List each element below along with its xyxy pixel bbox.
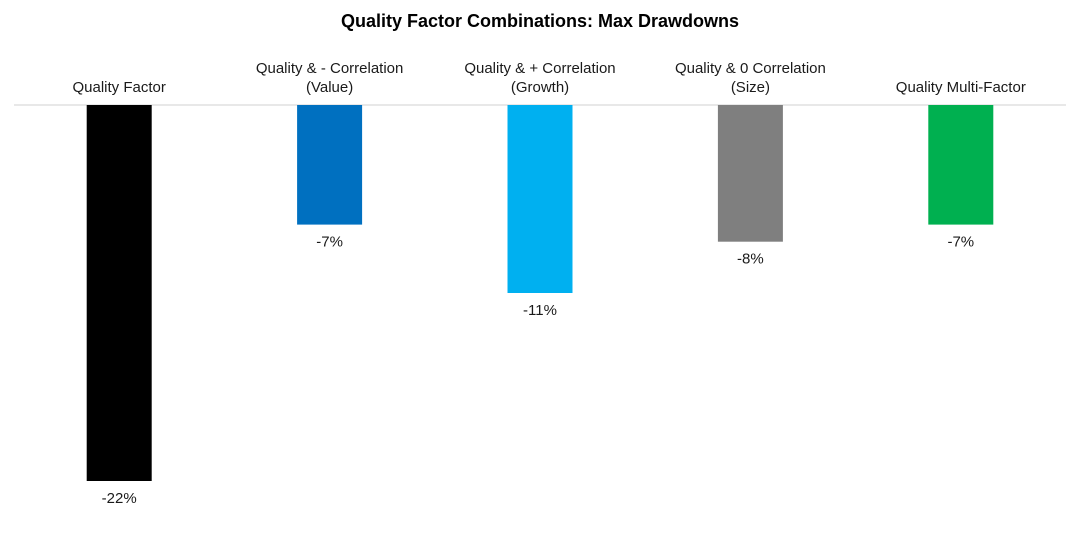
category-label-3-line-1: (Size) bbox=[731, 79, 770, 96]
chart-title: Quality Factor Combinations: Max Drawdow… bbox=[341, 11, 739, 31]
category-label-1-line-0: Quality & - Correlation bbox=[256, 60, 404, 77]
category-label-4-line-0: Quality Multi-Factor bbox=[896, 79, 1026, 96]
data-label-1: -7% bbox=[316, 234, 343, 251]
data-label-0: -22% bbox=[102, 490, 137, 507]
data-label-2: -11% bbox=[523, 302, 557, 319]
bars-group bbox=[86, 105, 994, 481]
bar-0 bbox=[86, 105, 152, 481]
data-labels-group: -22% -7% -11% -8% -7% bbox=[102, 234, 974, 507]
data-label-3: -8% bbox=[737, 251, 764, 268]
category-label-0-line-0: Quality Factor bbox=[73, 79, 166, 96]
bar-3 bbox=[717, 105, 783, 242]
bar-2 bbox=[507, 105, 573, 293]
category-label-2-line-0: Quality & + Correlation bbox=[464, 60, 615, 77]
bar-1 bbox=[297, 105, 363, 225]
category-label-2-line-1: (Growth) bbox=[511, 79, 569, 96]
bar-4 bbox=[928, 105, 994, 225]
category-labels-group: Quality Factor Quality & - Correlation (Va… bbox=[73, 60, 1026, 96]
data-label-4: -7% bbox=[947, 234, 974, 251]
category-label-1-line-1: (Value) bbox=[306, 79, 353, 96]
category-label-3-line-0: Quality & 0 Correlation bbox=[675, 60, 826, 77]
